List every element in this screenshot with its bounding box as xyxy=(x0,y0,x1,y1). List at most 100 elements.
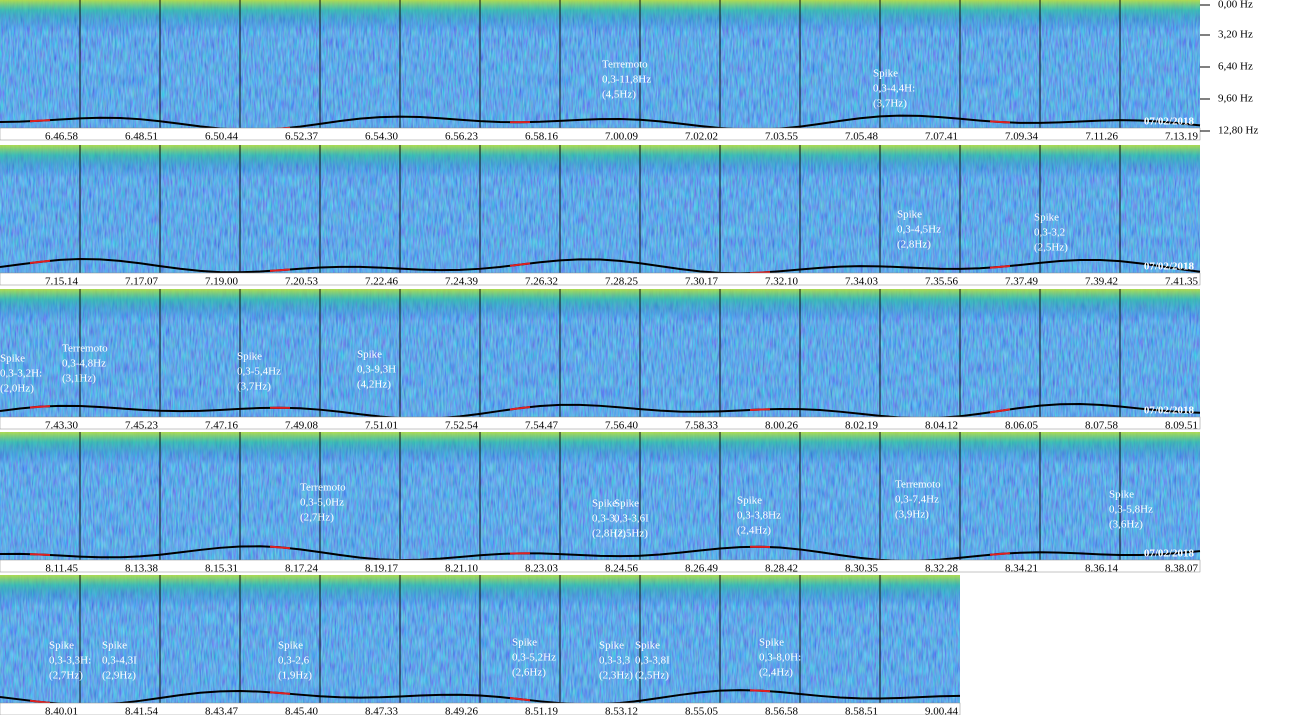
time-label: 7.26.32 xyxy=(525,276,558,288)
spectrogram-top xyxy=(0,432,1200,560)
time-label: 8.30.35 xyxy=(845,563,879,575)
annotation: (2,7Hz) xyxy=(49,670,83,682)
time-label: 7.22.46 xyxy=(365,276,399,288)
time-label: 7.07.41 xyxy=(925,131,958,143)
time-label: 7.49.08 xyxy=(285,420,319,432)
trace-highlight xyxy=(269,268,291,272)
time-label: 7.39.42 xyxy=(1085,276,1118,288)
time-label: 8.04.12 xyxy=(925,420,958,432)
time-label: 8.15.31 xyxy=(205,563,238,575)
trace-highlight xyxy=(989,408,1011,414)
time-strip xyxy=(0,272,1201,286)
annotation: Spike xyxy=(49,640,74,652)
date: 07/02/2018 xyxy=(1144,548,1195,560)
trace-highlight xyxy=(989,552,1011,556)
annotation: (2,0Hz) xyxy=(0,383,34,395)
time-label: 6.58.16 xyxy=(525,131,559,143)
time-label: 7.34.03 xyxy=(845,276,879,288)
trace-highlight xyxy=(509,697,531,702)
time-label: 7.30.17 xyxy=(685,276,719,288)
annotation: 0,3-9,3H xyxy=(357,364,396,376)
time-label: 7.56.40 xyxy=(605,420,639,432)
time-label: 8.40.01 xyxy=(45,706,78,715)
trace xyxy=(0,689,961,706)
time-label: 8.49.26 xyxy=(445,706,479,715)
trace-highlight xyxy=(269,545,291,550)
trace-highlight xyxy=(749,408,771,411)
freq-label: 3,20 Hz xyxy=(1218,29,1253,41)
time-label: 7.58.33 xyxy=(685,420,719,432)
annotation: 0,3-2,6 xyxy=(278,655,310,667)
spectrogram-top xyxy=(0,0,1200,128)
annotation: 0,3-11,8Hz xyxy=(602,74,651,86)
time-label: 7.43.30 xyxy=(45,420,79,432)
annotation: (2,8Hz) xyxy=(897,239,931,251)
time-label: 8.23.03 xyxy=(525,563,559,575)
time-label: 7.09.34 xyxy=(1005,131,1039,143)
time-label: 7.13.19 xyxy=(1165,131,1199,143)
time-label: 7.19.00 xyxy=(205,276,239,288)
annotation: Spike xyxy=(873,68,898,80)
time-label: 8.00.26 xyxy=(765,420,799,432)
annotation: (2,8Hz) xyxy=(592,528,626,540)
time-label: 7.00.09 xyxy=(605,131,639,143)
freq-label: 9,60 Hz xyxy=(1218,93,1253,105)
time-label: 8.02.19 xyxy=(845,420,879,432)
annotation: Spike xyxy=(102,640,127,652)
annotation: 0,3-3,2H: xyxy=(0,368,42,380)
annotation: (2,4Hz) xyxy=(737,525,771,537)
annotation: Spike xyxy=(897,209,922,221)
annotation: (2,7Hz) xyxy=(300,512,334,524)
trace-highlight xyxy=(29,259,51,265)
annotation: 0,3-3,8I xyxy=(635,655,670,667)
time-label: 6.54.30 xyxy=(365,131,399,143)
time-label: 9.00.44 xyxy=(925,706,959,715)
time-label: 8.11.45 xyxy=(45,563,78,575)
annotation: 0,3-4,3I xyxy=(102,655,137,667)
trace-highlight xyxy=(509,262,531,267)
annotation: 0,3-8,0H: xyxy=(759,652,801,664)
annotation: 0,3-3,6I xyxy=(614,513,649,525)
spectrogram-top xyxy=(0,145,1200,273)
annotation: (2,3Hz) xyxy=(599,670,633,682)
time-label: 8.56.58 xyxy=(765,706,799,715)
annotation: 0,3-4,4H: xyxy=(873,83,915,95)
annotation: Terremoto xyxy=(895,479,941,491)
time-label: 7.51.01 xyxy=(365,420,398,432)
annotation: (2,9Hz) xyxy=(102,670,136,682)
time-strip xyxy=(0,559,1201,573)
time-label: 8.24.56 xyxy=(605,563,639,575)
annotation: Terremoto xyxy=(602,59,648,71)
time-label: 7.11.26 xyxy=(1085,131,1118,143)
annotation: Spike xyxy=(737,495,762,507)
time-label: 8.28.42 xyxy=(765,563,798,575)
time-label: 7.35.56 xyxy=(925,276,959,288)
annotation: (2,4Hz) xyxy=(759,667,793,679)
time-label: 8.09.51 xyxy=(1165,420,1198,432)
time-strip xyxy=(0,702,961,715)
trace-highlight xyxy=(269,691,291,695)
annotation: 0,3-5,8Hz xyxy=(1109,504,1153,516)
annotation: Spike xyxy=(357,349,382,361)
annotation: (3,7Hz) xyxy=(237,381,271,393)
annotation: 0,3-5,2Hz xyxy=(512,652,556,664)
time-label: 6.50.44 xyxy=(205,131,239,143)
time-label: 8.07.58 xyxy=(1085,420,1119,432)
annotation: Spike xyxy=(614,498,639,510)
annotation: Spike xyxy=(0,353,25,365)
time-label: 7.05.48 xyxy=(845,131,879,143)
annotation: (2,5Hz) xyxy=(1034,242,1068,254)
annotation: (3,1Hz) xyxy=(62,373,96,385)
annotation: 0,3-5,4Hz xyxy=(237,366,281,378)
time-label: 7.41.35 xyxy=(1165,276,1199,288)
annotation: 0,3-7,4Hz xyxy=(895,494,939,506)
time-label: 6.56.23 xyxy=(445,131,479,143)
annotation: (1,9Hz) xyxy=(278,670,312,682)
time-label: 6.52.37 xyxy=(285,131,319,143)
time-label: 7.24.39 xyxy=(445,276,479,288)
time-label: 7.15.14 xyxy=(45,276,79,288)
time-label: 7.28.25 xyxy=(605,276,639,288)
time-label: 8.53.12 xyxy=(605,706,638,715)
time-label: 8.36.14 xyxy=(1085,563,1119,575)
